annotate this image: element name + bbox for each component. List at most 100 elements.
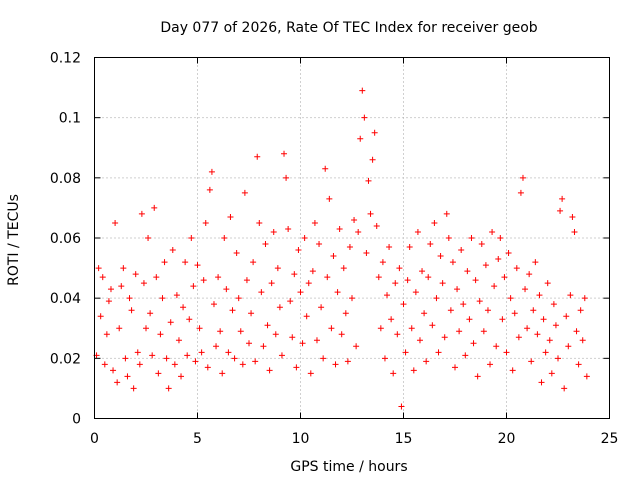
- data-point: [190, 283, 197, 290]
- data-point: [528, 358, 535, 365]
- data-point: [178, 373, 185, 380]
- data-point: [425, 274, 432, 281]
- data-point: [381, 355, 388, 362]
- data-point: [165, 385, 172, 392]
- data-point: [402, 349, 409, 356]
- data-point: [328, 325, 335, 332]
- data-point: [318, 304, 325, 311]
- data-point: [313, 337, 320, 344]
- data-point: [145, 235, 152, 241]
- data-point: [359, 87, 366, 94]
- data-point: [248, 310, 255, 317]
- data-point: [435, 349, 442, 356]
- data-point: [266, 367, 273, 374]
- data-point: [363, 250, 370, 257]
- data-point: [563, 313, 570, 320]
- data-point: [349, 295, 355, 302]
- data-point: [392, 280, 399, 287]
- data-point: [507, 295, 514, 302]
- data-point: [386, 244, 393, 251]
- y-tick-label: 0.12: [50, 51, 81, 67]
- axis-ticks: [94, 57, 610, 419]
- data-point: [581, 295, 588, 302]
- data-point: [487, 361, 494, 368]
- data-point: [210, 301, 217, 308]
- data-point: [293, 364, 300, 371]
- data-point: [384, 292, 391, 299]
- data-point: [456, 328, 463, 335]
- data-point: [182, 259, 189, 266]
- data-point: [299, 340, 306, 347]
- data-point: [433, 295, 440, 302]
- data-point: [412, 289, 419, 296]
- data-point: [489, 228, 496, 235]
- data-point: [526, 271, 533, 278]
- data-point: [239, 361, 246, 368]
- data-point: [542, 349, 549, 356]
- data-point: [215, 274, 222, 281]
- data-point: [565, 343, 572, 350]
- data-point: [579, 337, 586, 344]
- data-point: [464, 268, 471, 275]
- data-point: [309, 268, 316, 275]
- data-point: [138, 210, 145, 217]
- data-point: [340, 265, 347, 272]
- data-point: [445, 235, 452, 241]
- data-point: [221, 235, 228, 241]
- data-point: [130, 385, 137, 392]
- data-point: [569, 213, 576, 220]
- data-point: [351, 216, 358, 223]
- data-point: [462, 352, 469, 359]
- data-point: [377, 325, 384, 332]
- data-point: [373, 222, 380, 229]
- data-point: [519, 174, 526, 181]
- data-point: [231, 355, 238, 362]
- x-tick-label: 20: [498, 431, 516, 447]
- data-point: [573, 328, 580, 335]
- data-point: [458, 247, 465, 254]
- data-point: [322, 165, 329, 172]
- data-point: [149, 352, 156, 359]
- data-point: [213, 343, 220, 350]
- data-point: [324, 274, 331, 281]
- data-point: [198, 349, 205, 356]
- x-tick-label: 10: [292, 431, 310, 447]
- data-point: [301, 235, 308, 241]
- data-points: [93, 87, 590, 410]
- data-point: [342, 310, 349, 317]
- data-point: [474, 373, 481, 380]
- data-point: [532, 259, 539, 266]
- data-point: [369, 156, 376, 163]
- data-point: [361, 114, 368, 121]
- data-point: [143, 325, 149, 332]
- data-point: [493, 343, 500, 350]
- data-point: [250, 259, 257, 266]
- data-point: [484, 307, 491, 314]
- data-point: [365, 177, 372, 184]
- data-point: [101, 361, 108, 368]
- data-point: [447, 307, 454, 314]
- data-point: [204, 364, 211, 371]
- data-point: [338, 331, 345, 338]
- data-point: [416, 337, 423, 344]
- data-point: [454, 286, 461, 293]
- x-tick-label: 25: [601, 431, 619, 447]
- data-point: [375, 274, 382, 281]
- data-point: [264, 322, 271, 329]
- data-point: [243, 277, 250, 284]
- y-tick-label: 0.08: [50, 171, 81, 187]
- data-point: [517, 189, 524, 196]
- gridlines: [94, 57, 610, 419]
- data-point: [320, 355, 327, 362]
- data-point: [429, 322, 436, 329]
- data-point: [169, 247, 176, 254]
- data-point: [246, 340, 252, 347]
- data-point: [235, 295, 242, 302]
- data-point: [151, 204, 158, 211]
- data-point: [577, 307, 584, 314]
- data-point: [136, 361, 143, 368]
- x-axis-label: GPS time / hours: [290, 459, 407, 475]
- data-point: [159, 295, 166, 302]
- data-point: [571, 228, 578, 235]
- data-point: [116, 325, 123, 332]
